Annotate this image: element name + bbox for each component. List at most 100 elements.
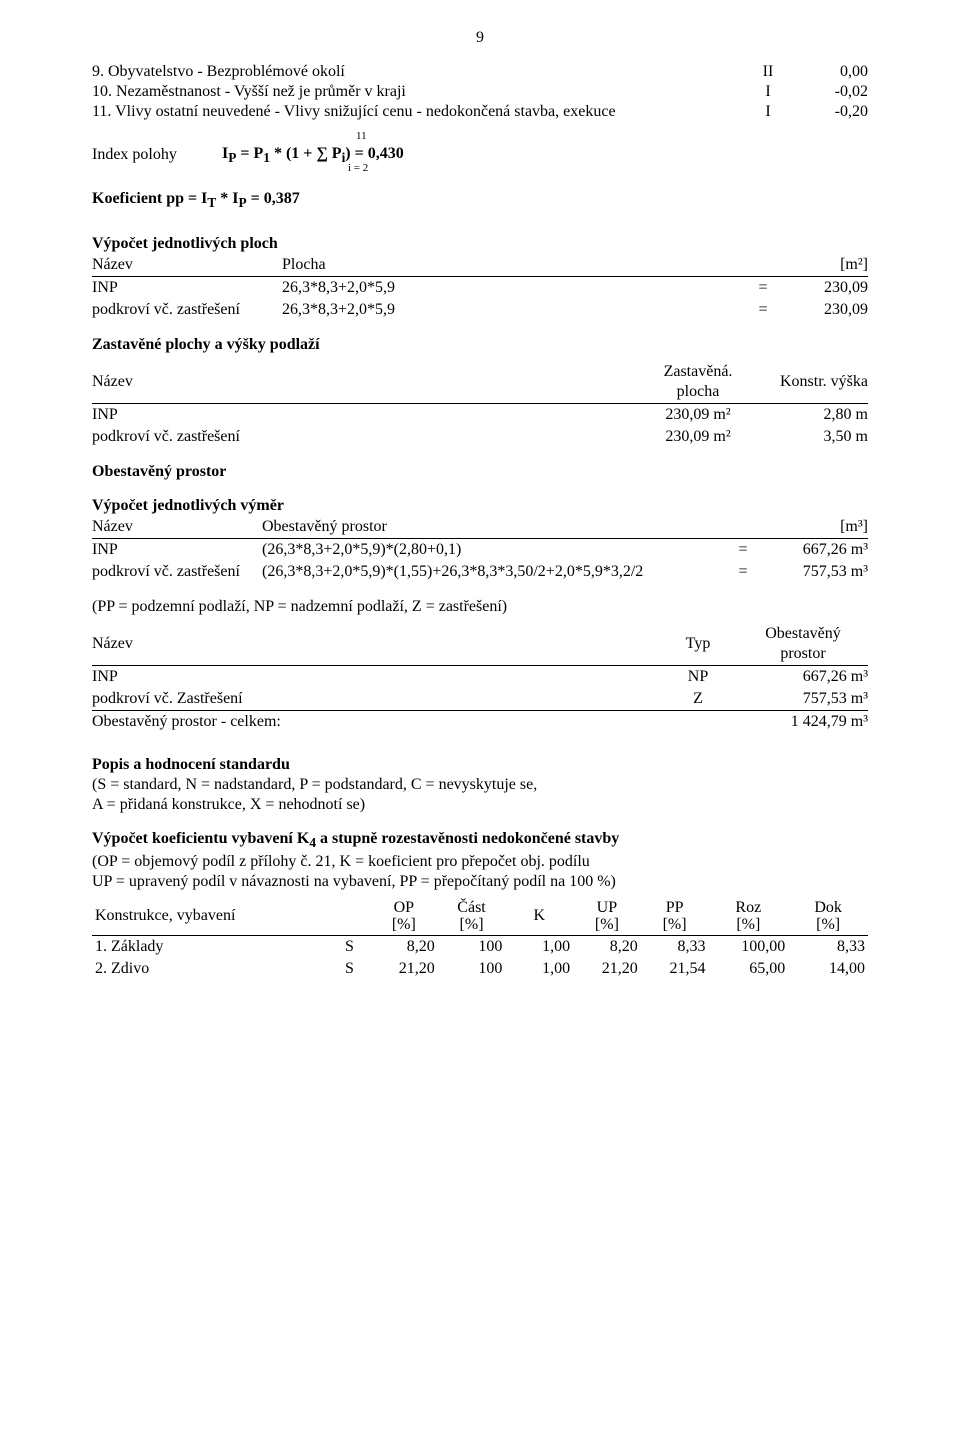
table-header: Název Zastavěná.plocha Konstr. výška bbox=[92, 361, 868, 404]
cell: 230,09 m² bbox=[638, 426, 758, 448]
cell: 3,50 m bbox=[758, 426, 868, 448]
list-item: 9. Obyvatelstvo - Bezproblémové okolí II… bbox=[92, 62, 868, 82]
cell: (26,3*8,3+2,0*5,9)*(1,55)+26,3*8,3*3,50/… bbox=[262, 561, 728, 583]
item-val: -0,02 bbox=[798, 82, 868, 102]
item-col: I bbox=[738, 102, 798, 122]
item-num: 10. bbox=[92, 83, 112, 100]
pp-note: (PP = podzemní podlaží, NP = nadzemní po… bbox=[92, 597, 868, 617]
col-zast: Zastavěná.plocha bbox=[638, 361, 758, 404]
list-item: 10. Nezaměstnanost - Vyšší než je průměr… bbox=[92, 82, 868, 102]
item-col: I bbox=[738, 82, 798, 102]
cell: 21,20 bbox=[573, 958, 641, 980]
cell: S bbox=[329, 958, 370, 980]
table-typ: Název Typ Obestavěnýprostor INP NP 667,2… bbox=[92, 623, 868, 733]
col-dok: Dok[%] bbox=[788, 898, 868, 936]
k4-note1: (OP = objemový podíl z přílohy č. 21, K … bbox=[92, 852, 868, 872]
table-header: Název Typ Obestavěnýprostor bbox=[92, 623, 868, 666]
cell: 1,00 bbox=[505, 935, 573, 958]
cell: 21,20 bbox=[370, 958, 438, 980]
item-num: 9. bbox=[92, 63, 104, 80]
cell: INP bbox=[92, 538, 262, 561]
cell: 1 424,79 m³ bbox=[738, 710, 868, 733]
table-row: INP NP 667,26 m³ bbox=[92, 665, 868, 688]
item-val: 0,00 bbox=[798, 62, 868, 82]
col-typ: Typ bbox=[658, 623, 738, 666]
cell: podkroví vč. Zastřešení bbox=[92, 688, 658, 711]
cell: = bbox=[728, 561, 758, 583]
table-row: 2. Zdivo S 21,20 100 1,00 21,20 21,54 65… bbox=[92, 958, 868, 980]
cell: Z bbox=[658, 688, 738, 711]
cell: 667,26 m³ bbox=[758, 538, 868, 561]
cell: Obestavěný prostor - celkem: bbox=[92, 710, 658, 733]
cell: = bbox=[728, 538, 758, 561]
cell: 8,20 bbox=[370, 935, 438, 958]
section-title-ploch: Výpočet jednotlivých ploch bbox=[92, 234, 868, 254]
col-name: Název bbox=[92, 254, 282, 277]
index-polohy-label: Index polohy bbox=[92, 145, 222, 165]
col-op: Obestavěnýprostor bbox=[738, 623, 868, 666]
section-title-zast: Zastavěné plochy a výšky podlaží bbox=[92, 335, 868, 355]
col-name: Název bbox=[92, 516, 262, 539]
cell: 757,53 m³ bbox=[758, 561, 868, 583]
sum-lower: i = 2 bbox=[348, 162, 368, 176]
col-k: K bbox=[505, 898, 573, 936]
table-row: INP 26,3*8,3+2,0*5,9 = 230,09 bbox=[92, 276, 868, 299]
popis-note1: (S = standard, N = nadstandard, P = pods… bbox=[92, 775, 868, 795]
cell: INP bbox=[92, 665, 658, 688]
table-k4: Konstrukce, vybavení OP[%] Část[%] K UP[… bbox=[92, 898, 868, 980]
cell: 230,09 bbox=[778, 299, 868, 321]
popis-note2: A = přidaná konstrukce, X = nehodnotí se… bbox=[92, 795, 868, 815]
col-name: Název bbox=[92, 361, 638, 404]
table-zast: Název Zastavěná.plocha Konstr. výška INP… bbox=[92, 361, 868, 448]
cell: S bbox=[329, 935, 370, 958]
cell: 26,3*8,3+2,0*5,9 bbox=[282, 299, 748, 321]
item-text: Obyvatelstvo - Bezproblémové okolí bbox=[108, 63, 345, 80]
col-pp: PP[%] bbox=[641, 898, 709, 936]
item-num: 11. bbox=[92, 103, 111, 120]
cell: 100 bbox=[438, 935, 506, 958]
sum-upper: 11 bbox=[356, 130, 367, 144]
cell: 1,00 bbox=[505, 958, 573, 980]
cell: 14,00 bbox=[788, 958, 868, 980]
cell: = bbox=[748, 276, 778, 299]
item-text: Nezaměstnanost - Vyšší než je průměr v k… bbox=[116, 83, 406, 100]
index-polohy-formula: IP = P1 * (1 + ∑ Pi) = 0,430 bbox=[222, 144, 404, 167]
table-row: podkroví vč. zastřešení 26,3*8,3+2,0*5,9… bbox=[92, 299, 868, 321]
cell: podkroví vč. zastřešení bbox=[92, 426, 638, 448]
item-text: Vlivy ostatní neuvedené - Vlivy snižujíc… bbox=[115, 103, 615, 120]
table-row: 1. Základy S 8,20 100 1,00 8,20 8,33 100… bbox=[92, 935, 868, 958]
col-plocha: Plocha bbox=[282, 254, 748, 277]
cell: = bbox=[748, 299, 778, 321]
koef-pp: Koeficient pp = IT * IP = 0,387 bbox=[92, 189, 868, 212]
table-row: podkroví vč. zastřešení 230,09 m² 3,50 m bbox=[92, 426, 868, 448]
col-m3: [m³] bbox=[758, 516, 868, 539]
cell: NP bbox=[658, 665, 738, 688]
cell: 2. Zdivo bbox=[92, 958, 329, 980]
col-cast: Část[%] bbox=[438, 898, 506, 936]
col-konstrukce: Konstrukce, vybavení bbox=[92, 898, 329, 936]
cell: 100,00 bbox=[708, 935, 788, 958]
col-up: UP[%] bbox=[573, 898, 641, 936]
table-row: podkroví vč. zastřešení (26,3*8,3+2,0*5,… bbox=[92, 561, 868, 583]
table-header: Konstrukce, vybavení OP[%] Část[%] K UP[… bbox=[92, 898, 868, 936]
section-title-obes: Obestavěný prostor bbox=[92, 462, 868, 482]
cell: 21,54 bbox=[641, 958, 709, 980]
cell: podkroví vč. zastřešení bbox=[92, 299, 282, 321]
col-exp: Obestavěný prostor bbox=[262, 516, 728, 539]
cell: 1. Základy bbox=[92, 935, 329, 958]
cell: 667,26 m³ bbox=[738, 665, 868, 688]
cell: 8,33 bbox=[788, 935, 868, 958]
index-polohy-row: Index polohy 11 IP = P1 * (1 + ∑ Pi) = 0… bbox=[92, 144, 868, 167]
section-title-popis: Popis a hodnocení standardu bbox=[92, 755, 868, 775]
table-row: INP 230,09 m² 2,80 m bbox=[92, 403, 868, 426]
cell: 757,53 m³ bbox=[738, 688, 868, 711]
page-number: 9 bbox=[92, 28, 868, 48]
cell: INP bbox=[92, 276, 282, 299]
col-name: Název bbox=[92, 623, 658, 666]
col-konstr: Konstr. výška bbox=[758, 361, 868, 404]
k4-note2: UP = upravený podíl v návaznosti na vyba… bbox=[92, 872, 868, 892]
cell: 65,00 bbox=[708, 958, 788, 980]
col-m2: [m²] bbox=[778, 254, 868, 277]
table-vym: Název Obestavěný prostor [m³] INP (26,3*… bbox=[92, 516, 868, 583]
section-title-k4: Výpočet koeficientu vybavení K4 a stupně… bbox=[92, 829, 868, 852]
